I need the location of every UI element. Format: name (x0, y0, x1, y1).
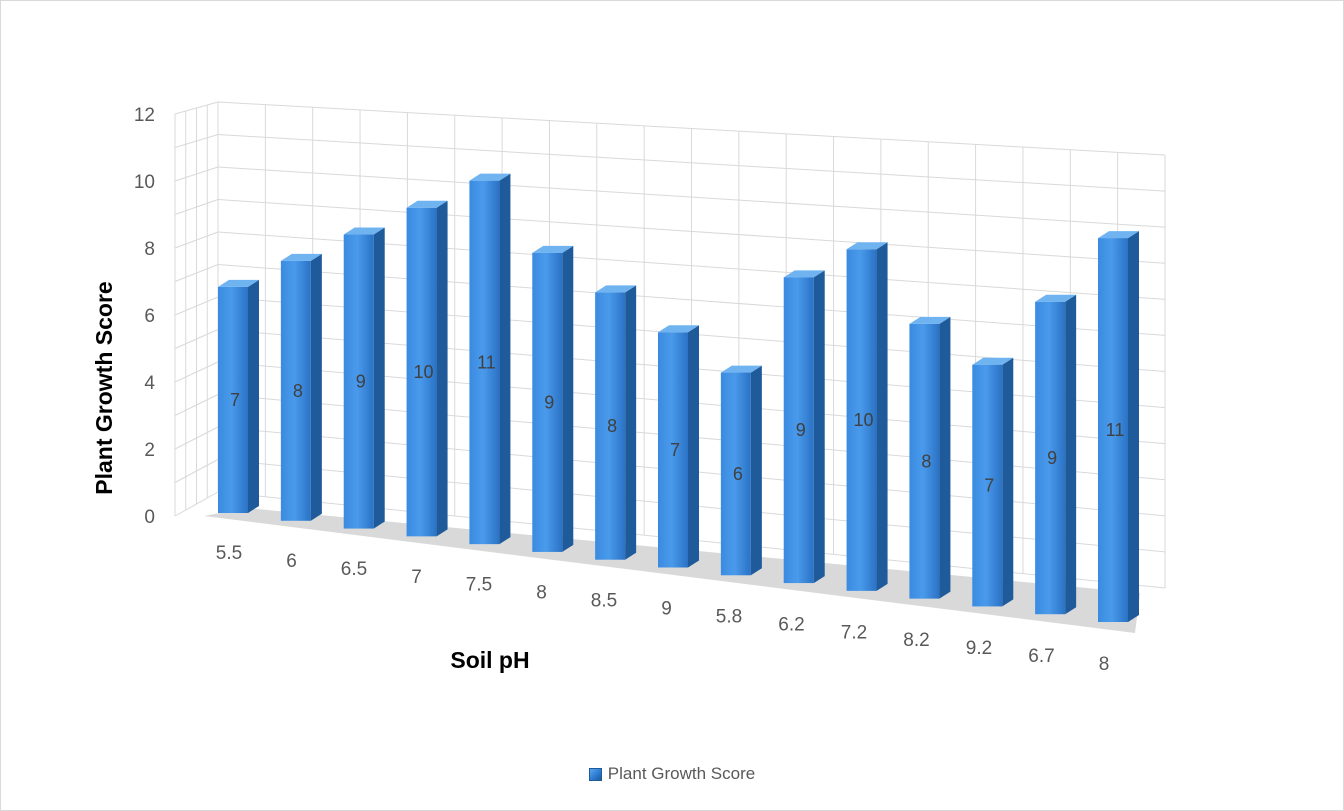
x-tick-label: 7.5 (466, 575, 492, 596)
x-tick-label: 6.2 (778, 614, 804, 635)
x-tick-label: 6 (286, 551, 297, 572)
bar (972, 357, 1014, 607)
bar (406, 200, 448, 537)
bar (909, 316, 951, 599)
data-label: 11 (1106, 420, 1125, 440)
data-label: 7 (984, 476, 994, 496)
data-label: 7 (670, 440, 680, 460)
chart-floor (204, 508, 1140, 633)
bar (846, 242, 888, 591)
data-label: 8 (607, 416, 617, 436)
bar (532, 245, 574, 552)
y-tick-label: 8 (144, 239, 155, 260)
legend-label: Plant Growth Score (607, 764, 756, 783)
x-tick-label: 8.5 (591, 591, 617, 612)
data-label: 9 (796, 420, 806, 440)
x-tick-label: 5.5 (216, 543, 242, 564)
legend: Plant Growth Score (0, 764, 1344, 786)
data-label: 7 (230, 390, 240, 410)
data-label: 9 (1047, 448, 1057, 468)
x-tick-label: 8.2 (903, 630, 929, 651)
data-label: 11 (477, 352, 496, 372)
x-tick-label: 7 (411, 567, 422, 588)
data-label: 9 (544, 392, 554, 412)
bar (1098, 231, 1139, 622)
y-tick-label: 0 (144, 507, 155, 528)
y-tick-label: 2 (144, 440, 155, 461)
y-axis-ticks: 0 2 4 6 8 10 12 (134, 105, 156, 528)
x-tick-label: 6.7 (1028, 646, 1054, 667)
data-label: 10 (414, 362, 434, 382)
bar (280, 253, 322, 521)
bar (720, 365, 762, 576)
x-axis-ticks: 5.5 6 6.5 7 7.5 8 8.5 9 5.8 6.2 7.2 8.2 9.2 6.7 8 (216, 543, 1110, 675)
x-tick-label: 6.5 (341, 559, 367, 580)
bars: 7 8 9 10 11 9 8 7 6 9 10 8 7 9 11 (218, 173, 1139, 622)
x-tick-label: 7.2 (841, 622, 867, 643)
y-tick-label: 10 (134, 172, 155, 193)
data-label: 8 (921, 451, 931, 471)
x-tick-label: 9.2 (966, 638, 992, 659)
data-label: 6 (733, 464, 743, 484)
bar (658, 325, 699, 568)
x-tick-label: 8 (1099, 654, 1110, 675)
y-tick-label: 4 (144, 373, 155, 394)
bar (1035, 294, 1077, 615)
y-tick-label: 6 (144, 306, 155, 327)
bar (343, 227, 385, 529)
y-tick-label: 12 (134, 105, 155, 126)
data-label: 10 (854, 410, 874, 430)
bar (783, 270, 825, 584)
data-label: 8 (293, 381, 303, 401)
legend-item: Plant Growth Score (588, 764, 756, 784)
bar (218, 279, 259, 513)
x-axis-title: Soil pH (450, 647, 529, 673)
legend-swatch (588, 767, 602, 781)
bar (469, 173, 511, 545)
y-axis-title: Plant Growth Score (91, 281, 117, 494)
x-tick-label: 5.8 (716, 606, 742, 627)
data-label: 9 (356, 372, 366, 392)
x-tick-label: 8 (536, 583, 547, 604)
x-tick-label: 9 (661, 599, 672, 620)
bar (595, 285, 637, 560)
